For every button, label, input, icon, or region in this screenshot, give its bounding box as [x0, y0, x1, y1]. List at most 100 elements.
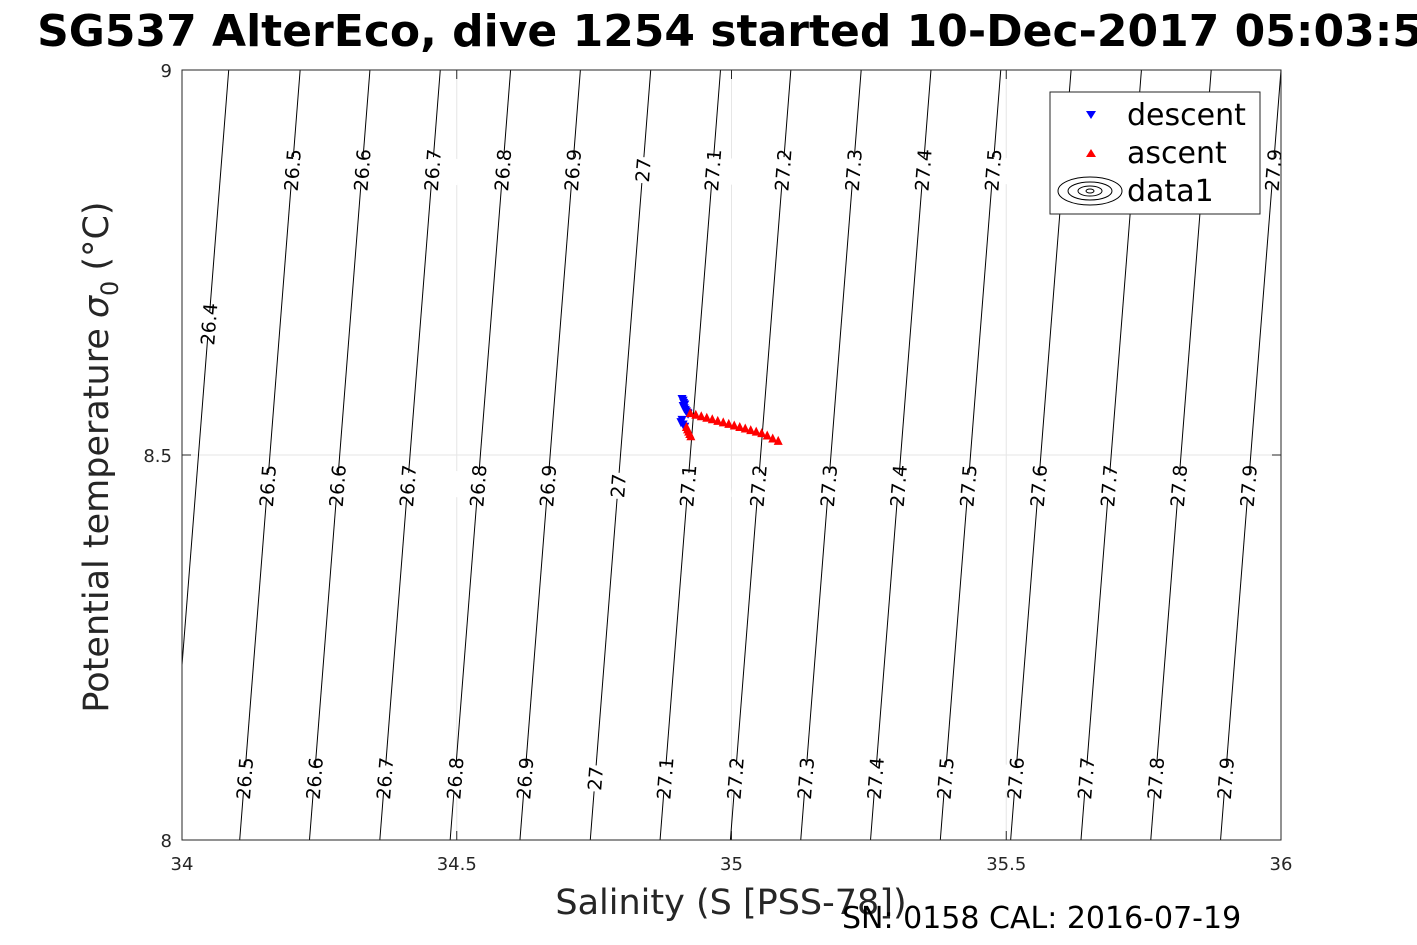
- legend-descent-label: descent: [1127, 98, 1246, 133]
- y-axis-label-text: Potential temperature: [77, 328, 117, 712]
- ascent-point: [751, 426, 761, 436]
- contour-label-bg: [265, 155, 320, 186]
- axis-ticks: 34 34.5 35 35.5 36 8 8.5 9: [143, 61, 1292, 875]
- ascent-point: [713, 415, 723, 425]
- contour-label: 27.7: [1097, 464, 1122, 508]
- contour-label: 27.4: [911, 148, 936, 192]
- contour-label: 27.2: [724, 757, 749, 801]
- contour-label-bg: [240, 470, 295, 501]
- contour-line: [659, 70, 722, 840]
- contour-label-bg: [826, 155, 881, 186]
- contour-label: 26.6: [303, 757, 328, 801]
- y-axis-label: Potential temperature σ0 (°C): [77, 201, 124, 712]
- contour-label-bg: [475, 155, 530, 186]
- y-axis-label-symbol: σ: [77, 294, 117, 318]
- x-tick-label: 35: [720, 854, 743, 875]
- contour-label-bg: [1128, 763, 1183, 794]
- contour-label: 27.3: [842, 148, 867, 192]
- contour-label: 27.2: [747, 464, 772, 508]
- contour-label-bg: [1151, 470, 1206, 501]
- ascent-point: [702, 412, 712, 422]
- contour-label-bg: [801, 470, 856, 501]
- contour-label: 27.9: [1262, 148, 1287, 192]
- data-points: [676, 395, 783, 445]
- contour-label-bg: [591, 470, 646, 501]
- contour-label: 27.1: [676, 464, 701, 508]
- ascent-point: [762, 430, 772, 440]
- contour-label-bg: [848, 763, 903, 794]
- contour-label: 26.7: [396, 464, 421, 508]
- ascent-point: [757, 428, 767, 438]
- contour-label-bg: [731, 470, 786, 501]
- contour-label: 27: [607, 473, 631, 499]
- contour-label: 27.5: [981, 148, 1006, 192]
- ascent-point: [691, 409, 701, 419]
- contour-label-bg: [871, 470, 926, 501]
- contour-label: 27.5: [956, 464, 981, 508]
- contour-label-bg: [1221, 470, 1276, 501]
- legend-descent-marker: [1086, 111, 1096, 119]
- grid-lines: [182, 70, 1281, 840]
- contour-label-bg: [1058, 763, 1113, 794]
- contour-line: [308, 70, 371, 840]
- contour-label-bg: [217, 763, 272, 794]
- legend-data1-label: data1: [1127, 174, 1214, 209]
- legend-ascent-label: ascent: [1127, 136, 1227, 171]
- contour-label: 27.3: [794, 757, 819, 801]
- ascent-point: [707, 414, 717, 424]
- contour-label-bg: [988, 763, 1043, 794]
- contour-label: 26.5: [281, 148, 306, 192]
- y-tick-label: 8: [161, 831, 172, 852]
- contour-label-bg: [1081, 470, 1136, 501]
- contour-label-bg: [520, 470, 575, 501]
- contour-label-bg: [357, 763, 412, 794]
- x-tick-label: 34.5: [437, 854, 477, 875]
- chart-title: SG537 AlterEco, dive 1254 started 10-Dec…: [37, 6, 1417, 57]
- contour-label-bg: [1011, 470, 1066, 501]
- y-axis-label-sub: 0: [96, 281, 124, 296]
- contour-label-bg: [1198, 763, 1253, 794]
- y-tick-label: 9: [161, 61, 172, 82]
- contour-label-bg: [708, 763, 763, 794]
- contour-label-bg: [428, 763, 482, 794]
- contour-label: 27.8: [1144, 757, 1169, 801]
- contour-label-bg: [568, 763, 623, 794]
- x-tick-label: 34: [171, 854, 194, 875]
- contour-label-bg: [615, 155, 670, 186]
- contour-line: [182, 70, 230, 672]
- contour-label-bg: [965, 155, 1020, 186]
- contour-label: 27.3: [817, 464, 842, 508]
- contour-label: 26.5: [256, 464, 281, 508]
- contour-label: 26.7: [373, 757, 398, 801]
- x-tick-label: 35.5: [986, 854, 1026, 875]
- contour-line: [1220, 70, 1281, 840]
- contour-label: 27: [632, 157, 656, 183]
- contour-label: 27.6: [1004, 757, 1029, 801]
- contour-label: 26.8: [491, 148, 516, 192]
- contour-label: 26.6: [350, 148, 375, 192]
- contour-label: 26.6: [326, 464, 351, 508]
- contour-line: [870, 70, 932, 840]
- ascent-point: [729, 420, 739, 430]
- legend-ascent-marker: [1086, 149, 1096, 157]
- contour-label: 26.9: [536, 464, 561, 508]
- contour-label: 27.2: [771, 148, 796, 192]
- legend-box: [1049, 91, 1261, 215]
- contour-label-bg: [637, 763, 692, 794]
- contour-label: 26.9: [513, 757, 538, 801]
- contour-labels: 26.5 26.6 26.7 26.8 26.9 27 27.1 27.2 27.3 27.4 27…: [181, 148, 1301, 801]
- legend-contour-icon: [1057, 176, 1123, 206]
- contour-label: 26.5: [233, 757, 258, 801]
- contour-label: 26.4: [197, 302, 222, 346]
- contour-line: [589, 70, 652, 840]
- contour-label-bg: [380, 470, 435, 501]
- contour-line: [729, 70, 792, 840]
- contour-label-bg: [310, 470, 365, 501]
- contour-label: 27.7: [1074, 757, 1099, 801]
- ascent-point: [773, 435, 783, 445]
- contour-label-bg: [335, 155, 390, 186]
- contour-label: 27: [584, 766, 608, 792]
- contour-line: [939, 70, 1002, 840]
- contour-label-bg: [778, 763, 833, 794]
